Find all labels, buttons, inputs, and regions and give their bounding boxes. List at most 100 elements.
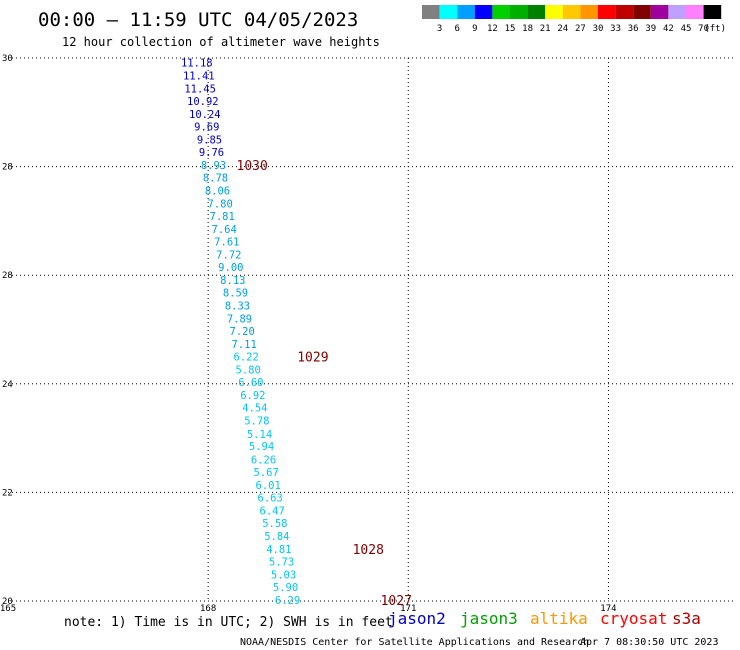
wave-height-label: 6.22 [234, 352, 259, 364]
legend-swatch [615, 5, 634, 19]
pressure-label: 1029 [297, 351, 328, 366]
legend-label: 15 [505, 24, 516, 34]
x-tick-label: 165 [0, 604, 16, 614]
satellite-name: jason2 [388, 609, 446, 628]
legend-label: 70 [698, 24, 709, 34]
legend-swatch [562, 5, 581, 19]
y-tick-label: 22 [2, 488, 13, 498]
legend-label: 3 [437, 24, 442, 34]
legend-label: 30 [593, 24, 604, 34]
legend-label: 24 [557, 24, 568, 34]
pressure-label: 1027 [381, 594, 412, 609]
satellite-name: cryosat [600, 609, 667, 628]
y-tick-label: 24 [2, 380, 13, 390]
pressure-label-series: 1030 1029 1028 1027 [237, 159, 412, 609]
wave-height-label: 7.64 [212, 224, 237, 236]
wave-height-label: 8.06 [205, 185, 230, 197]
wave-height-label: 6.01 [256, 480, 281, 492]
x-tick-label: 171 [400, 604, 416, 614]
grid-lines [8, 57, 733, 602]
legend-label: 9 [472, 24, 477, 34]
legend-swatch [527, 5, 546, 19]
wave-height-label: 6.47 [260, 505, 285, 517]
legend-swatch [633, 5, 651, 19]
wave-height-label: 5.14 [247, 429, 272, 441]
legend-label: 36 [628, 24, 639, 34]
y-tick-label: 30 [2, 54, 13, 64]
chart-subtitle: 12 hour collection of altimeter wave hei… [62, 35, 380, 49]
legend-swatch [492, 5, 510, 19]
wave-height-label: 11.18 [181, 57, 213, 69]
wave-height-label: 9.00 [218, 262, 243, 274]
wave-height-label: 6.63 [258, 492, 283, 504]
wave-height-label: 5.90 [273, 582, 298, 594]
legend-label: 27 [575, 24, 586, 34]
satellite-legend: jason2 jason3 altika cryosat s3a [388, 609, 701, 628]
legend-swatch [703, 5, 722, 19]
wave-height-label: 5.94 [249, 441, 274, 453]
legend-label: 33 [610, 24, 621, 34]
legend-swatch [422, 5, 440, 19]
wave-height-label: 7.72 [216, 250, 241, 262]
y-tick-label: 20 [2, 597, 13, 607]
legend-swatch [474, 5, 493, 19]
wave-height-label: 9.85 [197, 134, 222, 146]
wave-height-label: 5.80 [236, 365, 261, 377]
wave-height-label: 7.89 [227, 314, 252, 326]
wave-height-label: 6.60 [238, 377, 263, 389]
wave-height-label: 9.69 [194, 121, 219, 133]
legend-swatch [668, 5, 686, 19]
x-tick-label: 174 [600, 604, 616, 614]
satellite-name: jason3 [460, 609, 518, 628]
wave-height-label: 5.73 [269, 556, 294, 568]
wave-height-label: 5.67 [254, 467, 279, 479]
wave-height-label: 7.11 [232, 339, 257, 351]
wave-height-label: 6.92 [240, 390, 265, 402]
legend-swatch [598, 5, 616, 19]
legend-label: 39 [645, 24, 656, 34]
wave-height-label: 8.33 [225, 301, 250, 313]
wave-height-label: 5.84 [264, 531, 289, 543]
color-legend: 3 6 9 12 15 18 21 24 27 30 33 36 39 42 45 70(ft) [422, 5, 726, 34]
x-axis-ticks: 165168171174177 [0, 604, 617, 614]
wave-height-label: 4.54 [242, 403, 267, 415]
timestamp-text: Apr 7 08:30:50 UTC 2023 [580, 637, 718, 648]
satellite-name: s3a [672, 609, 701, 628]
legend-swatch [580, 5, 598, 19]
wave-height-label: 8.13 [220, 275, 245, 287]
wave-height-label: 6.29 [275, 595, 300, 607]
wave-height-label: 11.41 [183, 70, 215, 82]
y-axis-ticks: 30 28 28 24 22 20 [2, 54, 13, 607]
wave-height-label: 7.61 [214, 237, 239, 249]
x-tick-label: 168 [200, 604, 216, 614]
credit-text: NOAA/NESDIS Center for Satellite Applica… [240, 637, 589, 648]
legend-swatch [457, 5, 475, 19]
legend-swatch [510, 5, 528, 19]
chart-title: 00:00 – 11:59 UTC 04/05/2023 [38, 9, 358, 31]
wave-height-label: 5.58 [262, 518, 287, 530]
wave-height-label: 9.76 [199, 147, 224, 159]
legend-label: 6 [454, 24, 459, 34]
wave-height-label: 7.80 [208, 199, 233, 211]
wave-height-label: 7.81 [210, 211, 235, 223]
legend-label: 18 [522, 24, 533, 34]
y-tick-label: 28 [2, 163, 13, 173]
wave-height-label: 7.20 [230, 326, 255, 338]
wave-height-label: 10.24 [189, 109, 221, 121]
wave-height-label: 4.81 [266, 544, 291, 556]
y-tick-label: 28 [2, 271, 13, 281]
legend-label: 21 [540, 24, 551, 34]
wave-height-label: 5.03 [271, 569, 296, 581]
legend-swatch [545, 5, 563, 19]
wave-height-label: 10.92 [187, 96, 219, 108]
pressure-label: 1028 [353, 543, 384, 558]
plot-frame [8, 58, 733, 601]
legend-label: 42 [663, 24, 674, 34]
satellite-name: altika [530, 609, 588, 628]
legend-swatch [439, 5, 458, 19]
wave-height-label: 8.78 [203, 172, 228, 184]
wave-height-label: 6.26 [251, 454, 276, 466]
wave-height-label: 11.45 [184, 83, 216, 95]
